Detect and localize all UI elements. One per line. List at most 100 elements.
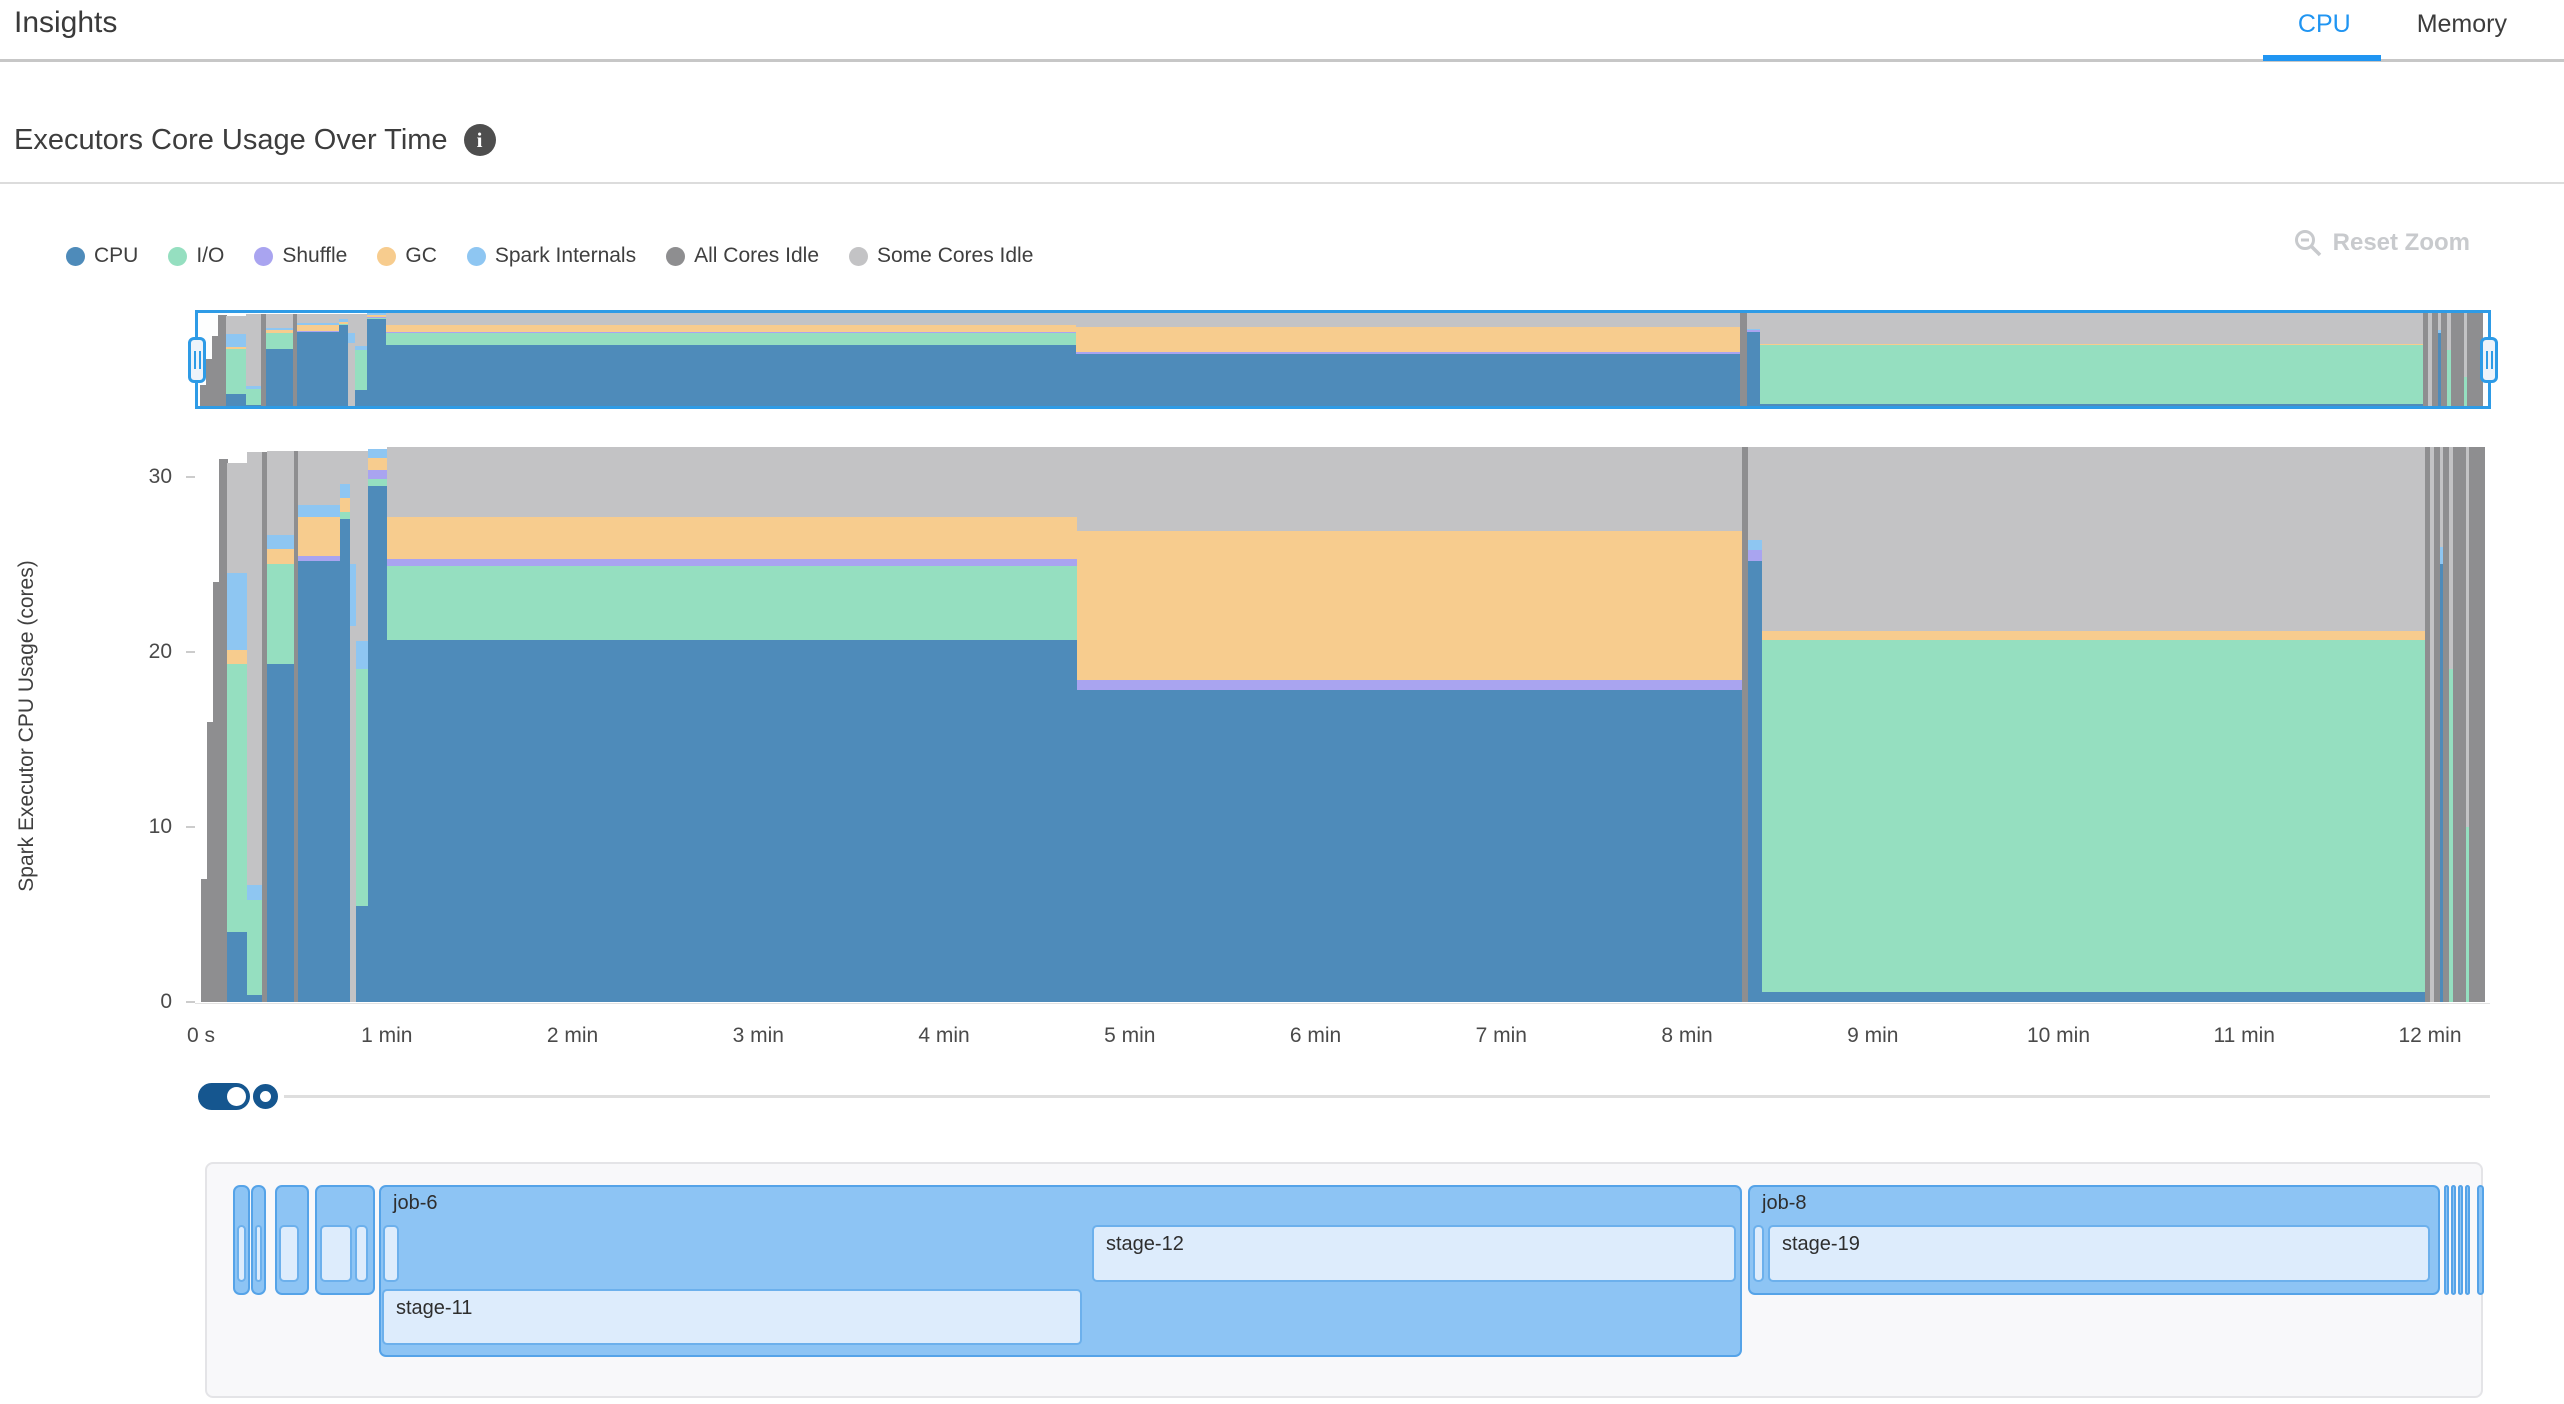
- legend-item-shuffle[interactable]: Shuffle: [254, 244, 347, 268]
- stage-bar[interactable]: [1753, 1225, 1764, 1282]
- info-icon[interactable]: i: [463, 124, 496, 156]
- area-band-internals: [247, 884, 263, 901]
- timeline-scrollbar-knob[interactable]: [227, 1087, 246, 1106]
- legend-item-io[interactable]: I/O: [168, 244, 224, 268]
- area-band-internals: [348, 332, 356, 343]
- x-tick-label: 7 min: [1475, 1024, 1527, 1047]
- area-band-io: [1760, 345, 2424, 405]
- area-band-io: [385, 332, 1077, 346]
- x-tick-label: 8 min: [1661, 1024, 1713, 1047]
- area-band-gc: [1762, 630, 2426, 640]
- area-band-cpu: [298, 560, 341, 1002]
- area-band-someIdle: [2428, 313, 2433, 406]
- area-band-someIdle: [2447, 313, 2452, 351]
- job-label: job-8: [1762, 1192, 1807, 1214]
- area-band-someIdle: [298, 450, 341, 505]
- area-band-cpu: [226, 931, 248, 1002]
- area-band-internals: [298, 504, 341, 518]
- stage-bar[interactable]: [383, 1225, 399, 1282]
- stage-label: stage-11: [396, 1297, 473, 1319]
- stage-bar-stage-11[interactable]: stage-11: [382, 1289, 1082, 1345]
- reset-zoom-button[interactable]: Reset Zoom: [2293, 228, 2470, 258]
- legend-item-internals[interactable]: Spark Internals: [466, 244, 636, 268]
- stage-bar[interactable]: [355, 1225, 368, 1282]
- legend-item-someIdle[interactable]: Some Cores Idle: [849, 244, 1033, 268]
- area-band-io: [2449, 669, 2454, 1002]
- y-tick-label: 30: [148, 465, 172, 488]
- area-band-shuffle: [1077, 679, 1743, 691]
- active-tab-underline: [2263, 55, 2381, 61]
- y-tick-label: 20: [148, 640, 172, 663]
- stage-bar-stage-12[interactable]: stage-12: [1092, 1225, 1736, 1282]
- stage-bar[interactable]: [237, 1225, 246, 1282]
- area-band-shuffle: [368, 469, 388, 479]
- stage-bar[interactable]: [279, 1225, 299, 1282]
- area-band-gc: [266, 548, 295, 565]
- y-tick-mark: [186, 1001, 195, 1003]
- job-bar[interactable]: [2451, 1185, 2456, 1295]
- area-band-io: [2465, 826, 2471, 1002]
- area-band-someIdle: [1746, 313, 1762, 329]
- area-band-internals: [340, 483, 351, 498]
- area-band-cpu: [266, 664, 295, 1002]
- area-band-someIdle: [354, 313, 368, 346]
- area-band-allIdle: [206, 359, 213, 406]
- job-bar[interactable]: [2465, 1185, 2470, 1295]
- legend-dot-allIdle: [666, 246, 686, 266]
- area-band-gc: [298, 517, 341, 556]
- legend-item-allIdle[interactable]: All Cores Idle: [666, 244, 819, 268]
- minimap-brush[interactable]: [188, 310, 2498, 409]
- stage-bar-stage-19[interactable]: stage-19: [1768, 1225, 2430, 1282]
- area-band-shuffle: [1748, 550, 1763, 561]
- legend-label: CPU: [94, 244, 139, 267]
- area-band-someIdle: [2430, 447, 2435, 1002]
- x-tick-label: 9 min: [1847, 1024, 1899, 1047]
- area-band-internals: [368, 448, 388, 458]
- tab-memory[interactable]: Memory: [2416, 10, 2507, 38]
- stage-bar[interactable]: [320, 1225, 352, 1282]
- area-band-internals: [297, 322, 340, 325]
- timeline-scrollbar-ring[interactable]: [253, 1084, 278, 1109]
- chart-legend: CPU I/O Shuffle GC Spark Internals All Cores …: [66, 244, 1033, 268]
- job-bar[interactable]: [2444, 1185, 2449, 1295]
- y-tick-label: 10: [148, 815, 172, 838]
- area-band-gc: [386, 517, 1078, 560]
- area-band-internals: [246, 386, 262, 389]
- area-band-someIdle: [2439, 447, 2445, 547]
- legend-label: I/O: [196, 244, 225, 267]
- area-band-cpu: [1077, 690, 1743, 1002]
- main-area-chart[interactable]: [195, 447, 2490, 1002]
- brush-handle-right[interactable]: [2480, 336, 2498, 383]
- job-bar[interactable]: [2458, 1185, 2463, 1295]
- reset-zoom-label: Reset Zoom: [2332, 229, 2470, 256]
- job-bar[interactable]: [2477, 1185, 2484, 1295]
- stage-bar[interactable]: [255, 1225, 262, 1282]
- area-band-gc: [1760, 343, 2424, 346]
- legend-label: Some Cores Idle: [877, 244, 1034, 267]
- area-band-cpu: [1748, 560, 1763, 1002]
- area-band-internals: [265, 327, 294, 331]
- area-band-someIdle: [246, 313, 262, 387]
- area-band-gc: [339, 321, 350, 324]
- job-label: job-6: [393, 1192, 438, 1214]
- area-band-io: [368, 478, 388, 486]
- legend-label: All Cores Idle: [694, 244, 819, 267]
- area-band-cpu: [246, 404, 262, 406]
- area-band-shuffle: [297, 331, 340, 333]
- legend-item-gc[interactable]: GC: [377, 244, 437, 268]
- area-band-allIdle: [2434, 447, 2441, 1002]
- timeline-scrollbar-track[interactable]: [284, 1095, 2490, 1098]
- legend-dot-shuffle: [254, 246, 274, 266]
- area-band-gc: [297, 324, 340, 332]
- area-band-internals: [1748, 539, 1763, 551]
- area-band-someIdle: [2465, 447, 2471, 827]
- area-band-gc: [265, 330, 294, 333]
- tab-cpu[interactable]: CPU: [2297, 10, 2351, 38]
- legend-item-cpu[interactable]: CPU: [66, 244, 138, 268]
- area-band-someIdle: [247, 452, 263, 885]
- area-band-io: [1762, 639, 2426, 992]
- x-tick-label: 5 min: [1104, 1024, 1156, 1047]
- x-axis-line: [195, 1003, 2490, 1004]
- brush-handle-left[interactable]: [188, 336, 206, 383]
- area-band-cpu: [339, 325, 350, 406]
